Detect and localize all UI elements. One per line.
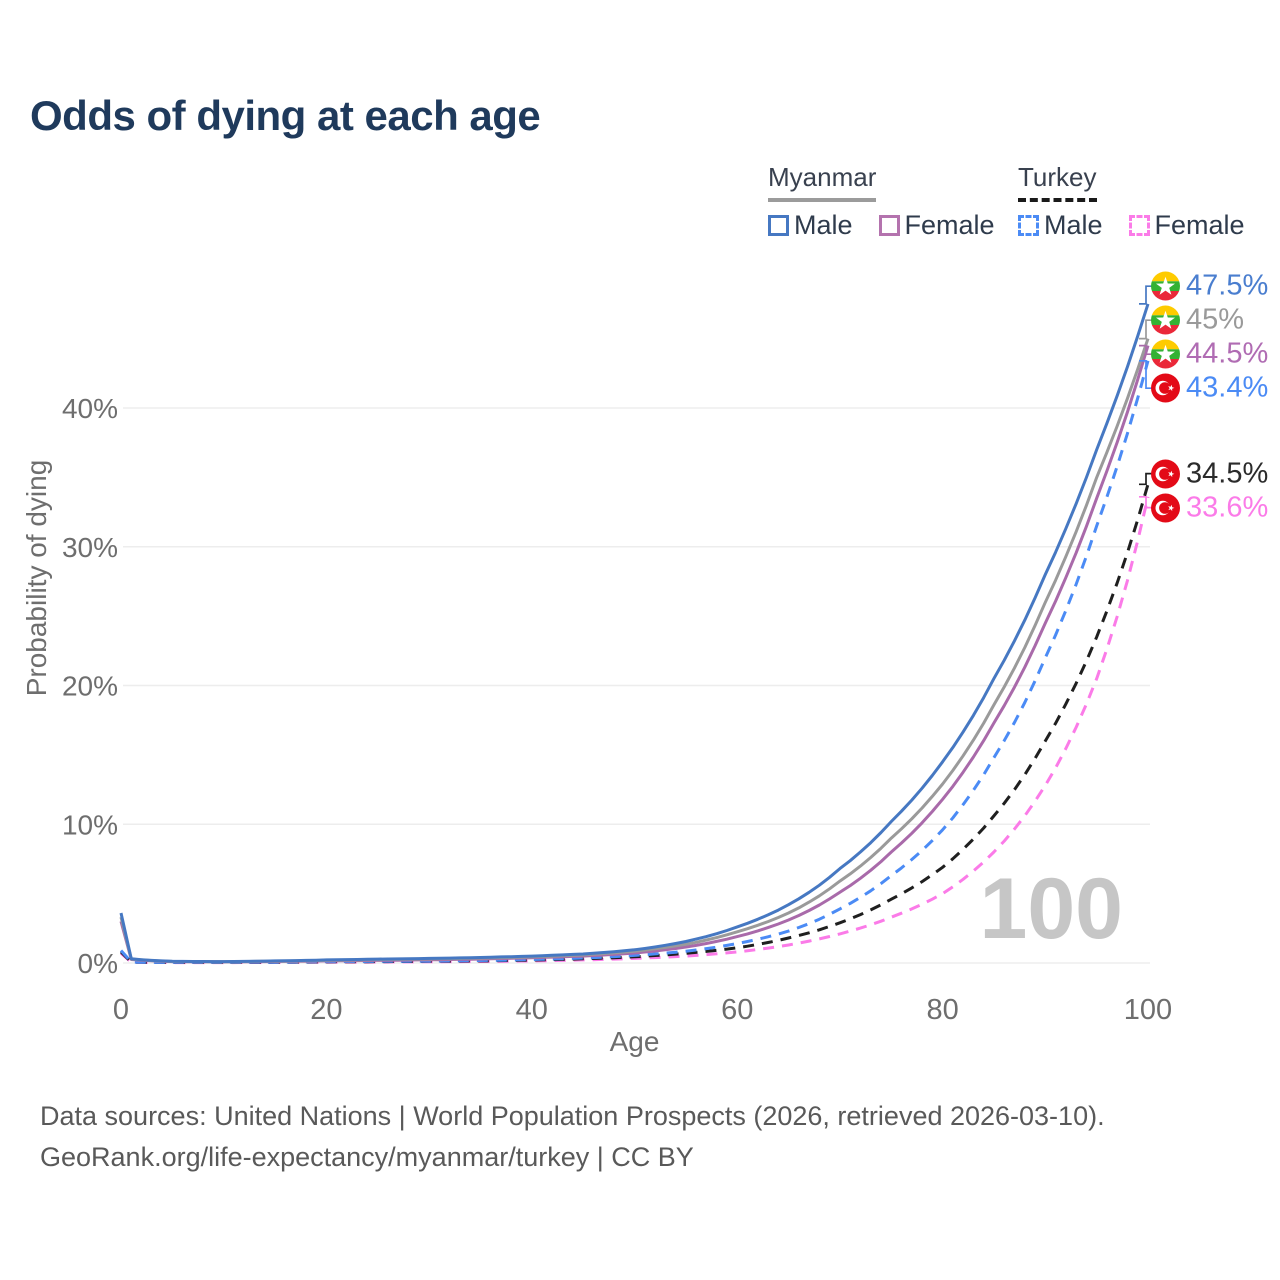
solid-line-swatch-icon (768, 215, 789, 236)
legend-item-label: Male (1044, 210, 1103, 240)
label-connector (1139, 344, 1152, 356)
end-value-text: 33.6% (1186, 491, 1269, 524)
series-line-myanmar-male[interactable] (119, 303, 1150, 964)
x-tick-label: 80 (926, 994, 958, 1026)
legend-item-turkey-male[interactable]: Male (1018, 210, 1103, 241)
end-value-text: 43.4% (1186, 371, 1269, 404)
myanmar-flag-icon (1151, 271, 1180, 301)
legend-item-label: Female (904, 210, 995, 240)
end-value-text: 34.5% (1186, 457, 1269, 490)
label-connector (1139, 319, 1152, 340)
legend-item-myanmar-female[interactable]: Female (878, 210, 995, 241)
end-value-text: 44.5% (1186, 337, 1269, 370)
legend: Myanmar Male Female Turkey Male (0, 162, 1280, 242)
chart-title: Odds of dying at each age (30, 92, 541, 139)
dashed-line-swatch-icon (1128, 215, 1150, 236)
footer-sources: Data sources: United Nations | World Pop… (40, 1101, 1105, 1131)
legend-item-label: Male (794, 210, 853, 240)
legend-item-myanmar-male[interactable]: Male (768, 210, 853, 241)
solid-line-swatch-icon (878, 215, 900, 236)
label-connector (1139, 359, 1152, 390)
end-value-text: 47.5% (1186, 269, 1269, 302)
x-tick-label: 20 (310, 994, 342, 1026)
label-connector (1139, 285, 1152, 305)
y-axis-title: Probability of dying (21, 460, 52, 697)
label-connector (1139, 472, 1152, 486)
legend-item-turkey-female[interactable]: Female (1128, 210, 1245, 241)
y-tick-label: 30% (62, 532, 118, 563)
x-tick-label: 0 (113, 994, 129, 1026)
y-tick-label: 40% (62, 393, 118, 424)
y-tick-label: 0% (78, 948, 118, 979)
label-connector (1139, 495, 1152, 509)
end-value-label-turkey-both: 34.5% (1151, 457, 1268, 490)
end-value-label-myanmar-male: 47.5% (1151, 270, 1268, 303)
turkey-flag-icon (1151, 493, 1180, 523)
legend-country-myanmar[interactable]: Myanmar (768, 162, 877, 202)
end-value-text: 45% (1186, 303, 1245, 336)
legend-country-turkey[interactable]: Turkey (1018, 162, 1097, 202)
end-value-label-turkey-male: 43.4% (1151, 372, 1268, 405)
x-tick-label: 100 (1124, 994, 1172, 1026)
y-tick-label: 20% (62, 671, 118, 702)
end-value-label-myanmar-female: 44.5% (1151, 338, 1268, 371)
turkey-flag-icon (1151, 459, 1180, 489)
footer: Data sources: United Nations | World Pop… (40, 1096, 1105, 1178)
turkey-flag-icon (1151, 373, 1180, 403)
x-axis-title: Age (610, 1026, 660, 1057)
footer-attribution: GeoRank.org/life-expectancy/myanmar/turk… (40, 1142, 694, 1172)
y-tick-label: 10% (62, 809, 118, 840)
myanmar-flag-icon (1151, 305, 1180, 335)
myanmar-flag-icon (1151, 339, 1180, 369)
x-tick-label: 40 (516, 994, 548, 1026)
end-value-label-turkey-female: 33.6% (1151, 491, 1268, 524)
age-watermark: 100 (979, 861, 1124, 957)
legend-group-turkey: Turkey Male Female (1018, 162, 1245, 241)
end-value-label-myanmar-both: 45% (1151, 304, 1244, 337)
dashed-line-swatch-icon (1018, 215, 1039, 236)
x-tick-label: 60 (721, 994, 753, 1026)
legend-group-myanmar: Myanmar Male Female (768, 162, 995, 241)
legend-item-label: Female (1154, 210, 1245, 240)
